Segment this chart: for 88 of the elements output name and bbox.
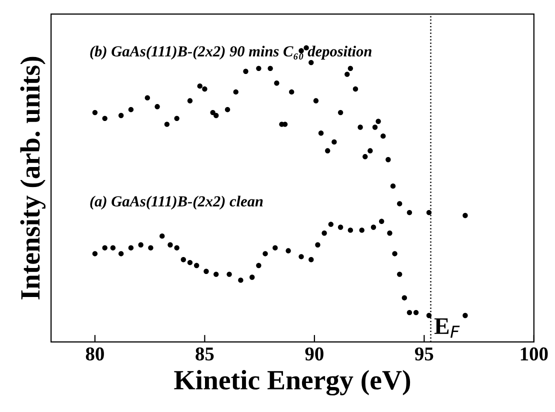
point [118, 251, 124, 256]
point [352, 86, 358, 92]
point [243, 68, 248, 74]
point [174, 245, 180, 250]
point [370, 224, 376, 230]
point [378, 218, 384, 224]
point [138, 242, 144, 248]
point [462, 312, 468, 318]
point [413, 310, 419, 316]
point [262, 251, 268, 256]
point [359, 228, 364, 233]
point [396, 272, 402, 277]
point [380, 133, 386, 139]
point [386, 157, 391, 162]
point [322, 230, 327, 236]
point [214, 112, 219, 118]
point [110, 245, 116, 250]
point [376, 118, 381, 124]
x-tick-label: 85 [196, 347, 214, 361]
point [187, 98, 193, 104]
point [174, 116, 180, 122]
point [313, 98, 319, 104]
point [338, 224, 344, 230]
point [256, 66, 262, 72]
point [160, 233, 165, 239]
point [214, 272, 219, 277]
point [308, 257, 314, 262]
point [148, 245, 154, 250]
point [102, 245, 108, 250]
point [289, 89, 294, 95]
point [286, 248, 291, 254]
point [328, 222, 334, 227]
point [92, 251, 98, 256]
x-tick-label: 90 [305, 347, 324, 361]
point [396, 201, 402, 206]
point [250, 274, 255, 280]
point [390, 183, 396, 189]
point [406, 310, 412, 316]
point [204, 268, 209, 274]
point [128, 245, 134, 250]
point [202, 86, 208, 92]
point [362, 154, 368, 160]
point [194, 262, 200, 268]
point [274, 80, 280, 86]
point [462, 212, 468, 218]
point [164, 122, 170, 127]
point [187, 260, 193, 266]
point [144, 95, 150, 100]
point [224, 107, 230, 112]
point [372, 124, 378, 130]
point [392, 251, 398, 256]
point [358, 124, 363, 130]
point [180, 257, 186, 262]
point [128, 107, 134, 112]
y-axis-title: Intensity (arb. units) [20, 56, 46, 300]
point [168, 242, 173, 248]
point [348, 228, 354, 233]
x-tick-label: 95 [414, 347, 434, 361]
point [102, 116, 108, 122]
x-tick-label: 80 [86, 347, 104, 361]
point [154, 104, 160, 110]
series-label: (b) GaAs(111)B-(2x2) 90 mins C₆₀ deposition [90, 46, 372, 60]
point [238, 278, 244, 283]
point [332, 139, 337, 145]
point [308, 60, 314, 66]
point [318, 130, 324, 136]
point [272, 245, 278, 250]
text: (a) GaAs(111)B-(2x2) clean [90, 196, 263, 210]
point [368, 148, 373, 154]
point [256, 262, 262, 268]
point [92, 110, 98, 116]
point [402, 295, 408, 300]
point [325, 148, 330, 154]
point [348, 66, 354, 72]
x-tick-label: 100 [520, 347, 548, 361]
point [197, 83, 202, 89]
ref-line-label: E$_{F}$ [434, 318, 460, 338]
point [268, 66, 273, 72]
point [338, 110, 344, 116]
point [315, 242, 320, 248]
x-axis-title: Kinetic Energy (eV) [174, 370, 410, 396]
point [298, 254, 304, 260]
point [226, 272, 232, 277]
point [118, 112, 124, 118]
point [233, 89, 238, 95]
point [406, 210, 412, 216]
point [344, 72, 350, 77]
point [387, 230, 392, 236]
